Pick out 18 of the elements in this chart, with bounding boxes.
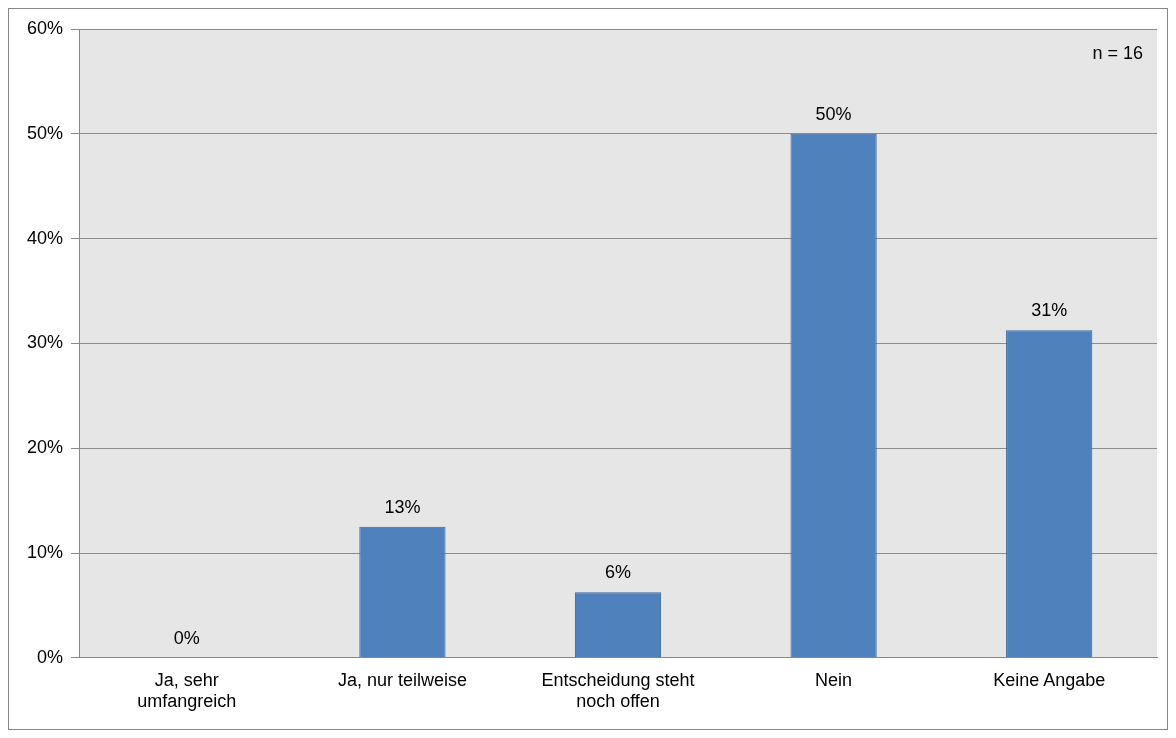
x-tick-label: Entscheidung steht noch offen (541, 669, 695, 712)
y-tick-label: 30% (27, 332, 64, 353)
y-tick-label: 20% (27, 437, 64, 458)
x-tick-label: Ja, sehr umfangreich (137, 669, 237, 712)
y-tick-label: 10% (27, 541, 64, 562)
data-label: 6% (605, 562, 632, 583)
data-label: 50% (815, 103, 852, 124)
y-tick-label: 50% (27, 122, 64, 143)
y-tick-label: 0% (37, 646, 64, 667)
y-tick-label: 40% (27, 227, 64, 248)
x-tick-label: Nein (815, 669, 853, 690)
y-tick-label: 60% (27, 17, 64, 38)
data-label: 31% (1031, 300, 1068, 321)
x-tick-label: Keine Angabe (993, 669, 1106, 690)
data-label: 13% (384, 496, 421, 517)
data-label: 0% (173, 627, 200, 648)
x-tick-label: Ja, nur teilweise (337, 669, 467, 690)
annotation: n = 16 (1092, 42, 1143, 63)
